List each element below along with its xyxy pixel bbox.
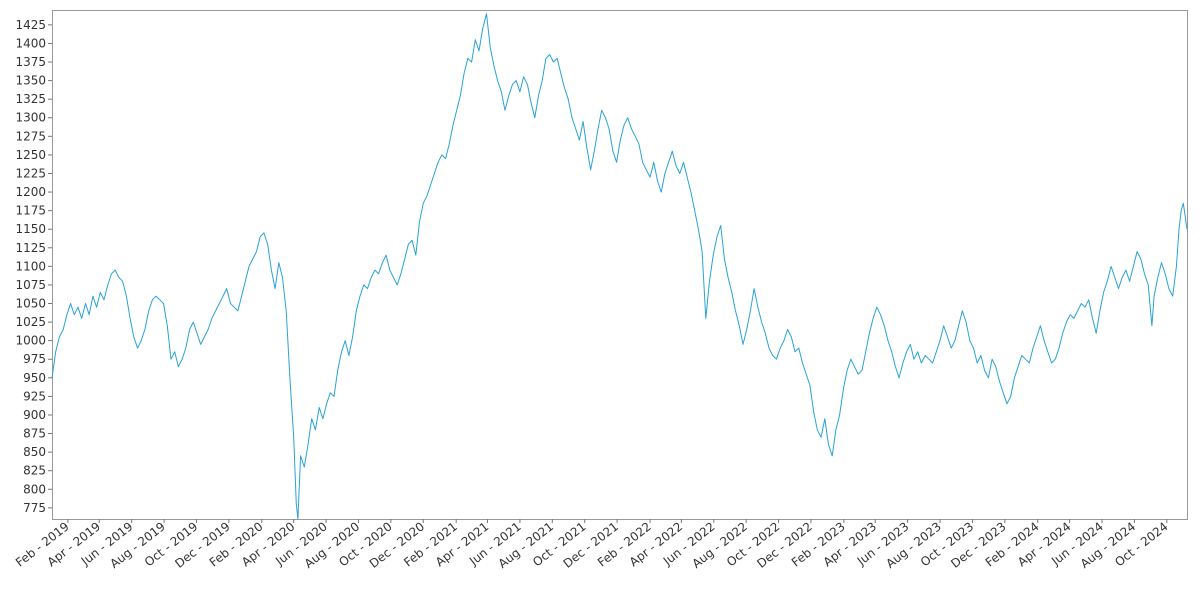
y-tick-label: 1000 xyxy=(15,334,46,348)
y-tick-label: 975 xyxy=(23,352,46,366)
y-tick-label: 1100 xyxy=(15,259,46,273)
y-tick-label: 1300 xyxy=(15,111,46,125)
y-tick-label: 950 xyxy=(23,371,46,385)
y-tick-label: 850 xyxy=(23,445,46,459)
series-layer xyxy=(51,13,1188,520)
y-tick-label: 1150 xyxy=(15,222,46,236)
y-axis: 775 800 825 850 875 900 925 950 975 1000 1025 1050 1… xyxy=(15,18,52,515)
y-tick-label: 1350 xyxy=(15,74,46,88)
y-tick-label: 1025 xyxy=(15,315,46,329)
y-tick-label: 1175 xyxy=(15,204,46,218)
y-tick-label: 1200 xyxy=(15,185,46,199)
y-tick-label: 1400 xyxy=(15,36,46,50)
y-tick-label: 1325 xyxy=(15,92,46,106)
y-tick-label: 925 xyxy=(23,389,46,403)
y-tick-label: 1225 xyxy=(15,166,46,180)
y-tick-label: 900 xyxy=(23,408,46,422)
y-tick-label: 1075 xyxy=(15,278,46,292)
y-tick-label: 775 xyxy=(23,501,46,515)
y-tick-label: 1125 xyxy=(15,241,46,255)
y-tick-label: 1050 xyxy=(15,297,46,311)
y-tick-label: 1275 xyxy=(15,129,46,143)
y-tick-label: 800 xyxy=(23,482,46,496)
y-tick-label: 1375 xyxy=(15,55,46,69)
series-line xyxy=(51,13,1188,520)
y-tick-label: 875 xyxy=(23,427,46,441)
y-tick-label: 1250 xyxy=(15,148,46,162)
y-tick-label: 1425 xyxy=(15,18,46,32)
y-tick-label: 825 xyxy=(23,464,46,478)
plot-frame xyxy=(52,10,1188,520)
